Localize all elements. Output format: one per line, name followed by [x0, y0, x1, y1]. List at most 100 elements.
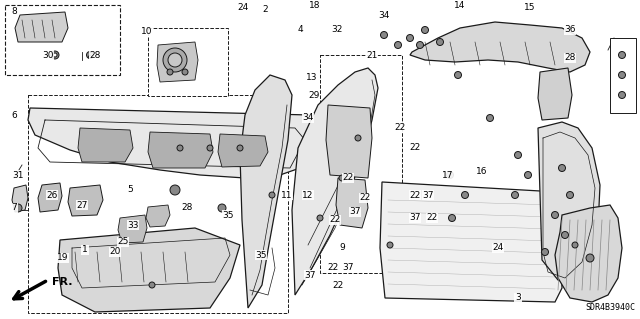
Circle shape — [269, 192, 275, 198]
Polygon shape — [380, 182, 562, 302]
Polygon shape — [326, 105, 372, 178]
Polygon shape — [118, 215, 147, 243]
Text: 26: 26 — [46, 190, 58, 199]
Polygon shape — [148, 132, 213, 168]
Text: 22: 22 — [332, 280, 344, 290]
Text: 22: 22 — [410, 190, 420, 199]
Polygon shape — [336, 178, 368, 228]
Circle shape — [355, 135, 361, 141]
Polygon shape — [58, 228, 240, 312]
Circle shape — [177, 145, 183, 151]
Circle shape — [552, 211, 559, 219]
Text: 34: 34 — [302, 114, 314, 122]
Text: 3: 3 — [515, 293, 521, 302]
Text: 15: 15 — [524, 4, 536, 12]
Text: 30: 30 — [42, 50, 54, 60]
Circle shape — [387, 242, 393, 248]
Circle shape — [339, 175, 345, 181]
Text: 22: 22 — [330, 216, 340, 225]
Circle shape — [51, 51, 59, 59]
Text: 24: 24 — [492, 243, 504, 253]
Bar — [610, 38, 636, 113]
Text: 1: 1 — [82, 246, 88, 255]
Circle shape — [167, 69, 173, 75]
Polygon shape — [38, 183, 62, 212]
Circle shape — [561, 232, 568, 239]
Polygon shape — [218, 134, 268, 167]
Circle shape — [436, 39, 444, 46]
Text: 5: 5 — [127, 186, 133, 195]
Circle shape — [525, 172, 531, 179]
Circle shape — [447, 172, 454, 179]
Circle shape — [559, 165, 566, 172]
Polygon shape — [240, 75, 292, 308]
Polygon shape — [68, 185, 103, 216]
Circle shape — [237, 145, 243, 151]
Polygon shape — [157, 42, 198, 82]
Text: 24: 24 — [237, 4, 248, 12]
Text: 12: 12 — [302, 190, 314, 199]
Text: 37: 37 — [304, 271, 316, 279]
Text: 13: 13 — [307, 73, 317, 83]
Circle shape — [14, 204, 22, 212]
Circle shape — [618, 71, 625, 78]
Bar — [5, 5, 120, 75]
Text: SDR4B3940C: SDR4B3940C — [585, 303, 635, 312]
Text: 35: 35 — [222, 211, 234, 219]
Text: 28: 28 — [564, 54, 576, 63]
Text: 37: 37 — [409, 213, 420, 222]
Text: 37: 37 — [342, 263, 354, 272]
Polygon shape — [410, 22, 590, 72]
Text: 19: 19 — [57, 254, 68, 263]
Polygon shape — [555, 205, 622, 302]
Text: 10: 10 — [141, 27, 153, 36]
Circle shape — [207, 145, 213, 151]
Text: 14: 14 — [454, 1, 466, 10]
Text: 32: 32 — [332, 26, 342, 34]
Text: 22: 22 — [360, 194, 371, 203]
Polygon shape — [146, 205, 170, 227]
Circle shape — [618, 51, 625, 58]
Text: 22: 22 — [410, 144, 420, 152]
Circle shape — [406, 34, 413, 41]
Circle shape — [53, 53, 57, 57]
Text: 16: 16 — [476, 167, 488, 176]
Bar — [148, 28, 228, 96]
Text: 21: 21 — [366, 50, 378, 60]
Circle shape — [515, 152, 522, 159]
Circle shape — [88, 56, 92, 58]
Circle shape — [511, 191, 518, 198]
Circle shape — [454, 71, 461, 78]
Text: 17: 17 — [442, 170, 454, 180]
Circle shape — [163, 48, 187, 72]
Text: 22: 22 — [342, 174, 354, 182]
Text: 25: 25 — [117, 238, 129, 247]
Text: 2: 2 — [262, 5, 268, 14]
Polygon shape — [28, 108, 318, 178]
Text: 9: 9 — [339, 243, 345, 253]
Polygon shape — [538, 68, 572, 120]
Circle shape — [86, 51, 93, 58]
Text: 11: 11 — [281, 190, 292, 199]
Text: 27: 27 — [76, 201, 88, 210]
Text: 22: 22 — [426, 213, 438, 222]
Circle shape — [486, 115, 493, 122]
Circle shape — [394, 41, 401, 48]
Text: 33: 33 — [127, 220, 139, 229]
Circle shape — [317, 215, 323, 221]
Polygon shape — [292, 68, 378, 295]
Text: 35: 35 — [255, 250, 267, 259]
Circle shape — [218, 204, 226, 212]
Text: 6: 6 — [11, 110, 17, 120]
Text: 28: 28 — [90, 50, 100, 60]
Text: 37: 37 — [422, 190, 434, 199]
Bar — [320, 55, 402, 273]
Text: 4: 4 — [297, 26, 303, 34]
Bar — [28, 95, 288, 313]
Polygon shape — [78, 128, 133, 162]
Circle shape — [449, 214, 456, 221]
Text: 29: 29 — [308, 91, 320, 100]
Text: 31: 31 — [12, 170, 24, 180]
Polygon shape — [538, 122, 600, 285]
Circle shape — [618, 92, 625, 99]
